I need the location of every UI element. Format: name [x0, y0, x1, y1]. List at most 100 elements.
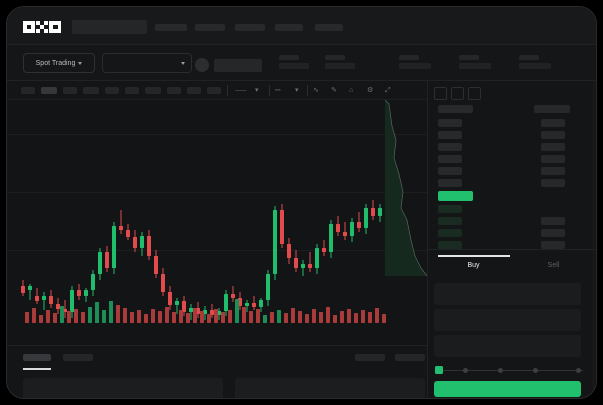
stat-low-label — [459, 55, 479, 60]
stat-change — [279, 55, 309, 69]
candle-6 — [56, 100, 60, 345]
orderbook-ask-row-1-amount — [534, 105, 570, 113]
candle-48 — [350, 100, 354, 345]
active-tab-underline — [23, 368, 51, 370]
candle-16 — [126, 100, 130, 345]
candle-1 — [21, 100, 25, 345]
fullscreen-icon[interactable]: ⤢ — [385, 87, 391, 94]
orderbook-ask-row-5-amount — [541, 155, 565, 163]
orderbook-selected-price-row[interactable] — [438, 191, 473, 201]
amount-percent-slider-handle[interactable] — [435, 366, 443, 374]
gear-icon[interactable]: ⚙ — [367, 87, 374, 94]
timeframe-button-9[interactable] — [187, 87, 201, 94]
stat-volume-label — [399, 55, 419, 60]
volume-bar-21 — [165, 307, 169, 323]
candle-body-50 — [364, 208, 368, 228]
candle-body-39 — [287, 244, 291, 258]
nav-item-1[interactable] — [155, 24, 187, 31]
volume-bar-10 — [88, 307, 92, 323]
candle-body-38 — [280, 210, 284, 244]
candle-body-9 — [77, 290, 81, 296]
candle-body-25 — [189, 308, 193, 312]
order-price-input[interactable] — [434, 283, 581, 305]
slider-step-2[interactable] — [498, 367, 503, 373]
tab-buy[interactable]: Buy — [467, 262, 480, 269]
volume-bar-39 — [291, 308, 295, 323]
tab-sell[interactable]: Sell — [547, 262, 560, 269]
search-input[interactable] — [72, 20, 147, 34]
candle-body-4 — [42, 296, 46, 300]
timeframe-button-7[interactable] — [145, 87, 161, 94]
volume-bar-11 — [95, 302, 99, 323]
nav-item-3[interactable] — [235, 24, 265, 31]
slider-step-1[interactable] — [463, 367, 468, 373]
timeframe-button-4[interactable] — [83, 87, 99, 94]
candle-body-31 — [231, 294, 235, 298]
orderbook-mode-bids[interactable] — [451, 87, 464, 100]
trading-pair-dropdown[interactable] — [102, 53, 192, 73]
timeframe-button-3[interactable] — [63, 87, 77, 94]
candle-38 — [280, 100, 284, 345]
timeframe-button-8[interactable] — [167, 87, 181, 94]
tab-order-history[interactable] — [63, 354, 93, 361]
buy-submit-button[interactable] — [434, 381, 581, 397]
orderbook-mode-both[interactable] — [434, 87, 447, 100]
indicators-label-icon[interactable]: ⸺ — [235, 87, 247, 94]
candle-43 — [315, 100, 319, 345]
market-type-dropdown[interactable]: Spot Trading — [23, 53, 95, 73]
order-total-input[interactable] — [434, 335, 581, 357]
price-chart[interactable] — [7, 100, 427, 345]
camera-icon[interactable]: ⌂ — [349, 87, 354, 94]
candle-42 — [308, 100, 312, 345]
candle-12 — [98, 100, 102, 345]
candle-body-6 — [56, 304, 60, 309]
chart-type-icon[interactable]: ⎓ — [275, 87, 281, 94]
volume-bar-49 — [361, 310, 365, 323]
bottom-action-1[interactable] — [355, 354, 385, 361]
chevron-down-icon[interactable]: ▾ — [255, 87, 259, 94]
timeframe-button-2[interactable] — [41, 87, 57, 94]
candle-body-11 — [91, 274, 95, 290]
volume-bar-1 — [25, 312, 29, 323]
candle-body-47 — [343, 232, 347, 236]
order-amount-input[interactable] — [434, 309, 581, 331]
nav-item-4[interactable] — [275, 24, 303, 31]
stat-change-label — [279, 55, 299, 60]
orderbook-rows[interactable] — [428, 105, 596, 265]
slider-step-3[interactable] — [533, 367, 538, 373]
volume-bar-3 — [39, 315, 43, 323]
bottom-action-2[interactable] — [395, 354, 425, 361]
chevron-down-icon-2[interactable]: ▾ — [295, 87, 299, 94]
wave-line-icon[interactable]: ∿ — [313, 87, 319, 94]
timeframe-button-6[interactable] — [125, 87, 139, 94]
tab-open-orders[interactable] — [23, 354, 51, 361]
timeframe-button-5[interactable] — [105, 87, 119, 94]
orderbook-bid-row-4-amount — [541, 241, 565, 249]
candle-body-52 — [378, 208, 382, 216]
nav-item-2[interactable] — [195, 24, 225, 31]
volume-bar-4 — [46, 310, 50, 323]
volume-bar-32 — [242, 307, 246, 323]
candle-46 — [336, 100, 340, 345]
nav-item-5[interactable] — [315, 24, 343, 31]
timeframe-button-1[interactable] — [21, 87, 35, 94]
candle-body-49 — [357, 222, 361, 228]
candle-body-44 — [322, 248, 326, 252]
volume-bar-47 — [347, 309, 351, 323]
orderbook-ask-row-2-amount — [541, 119, 565, 127]
stat-high-value — [325, 63, 355, 69]
amount-percent-slider-track[interactable] — [438, 370, 583, 371]
timeframe-button-10[interactable] — [207, 87, 221, 94]
orderbook-mode-asks[interactable] — [468, 87, 481, 100]
panel-right-edge — [593, 81, 594, 398]
slider-step-4[interactable] — [576, 367, 581, 373]
gridline-2 — [7, 192, 427, 193]
chevron-down-icon-pair — [181, 61, 185, 65]
pencil-icon[interactable]: ✎ — [331, 87, 337, 94]
stat-turnover — [519, 55, 551, 69]
volume-bar-37 — [277, 310, 281, 323]
okx-logo-icon[interactable] — [23, 21, 62, 33]
orderbook-bid-row-3-amount — [541, 229, 565, 237]
volume-bar-33 — [249, 311, 253, 323]
candle-body-46 — [336, 224, 340, 232]
